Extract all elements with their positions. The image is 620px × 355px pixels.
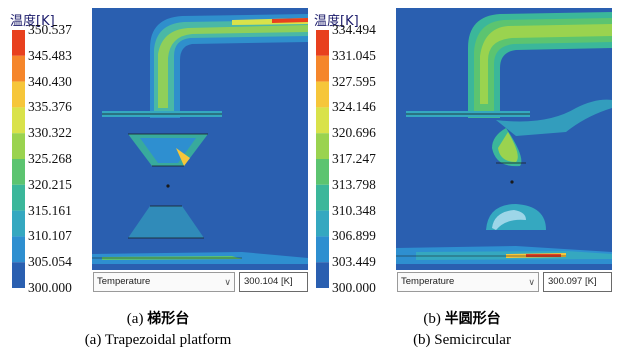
caption-cn: (a) 梯形台 [8,308,308,328]
legend-label: 330.322 [28,125,72,141]
caption-cn: (b) 半圆形台 [312,308,612,328]
legend-label: 327.595 [332,73,376,89]
chevron-down-icon: ∨ [224,277,231,287]
temperature-contour-view[interactable] [92,8,308,270]
variable-select-value: Temperature [401,276,455,287]
legend-label: 335.376 [28,99,72,115]
panel-trapezoidal: 温度[K] 350.537 345.483 340.430 335.376 33… [8,8,308,298]
caption-en: (a) Trapezoidal platform [84,332,232,348]
legend-label: 320.215 [28,176,72,192]
legend-label: 310.107 [28,228,72,244]
legend-colorbar [316,30,329,288]
legend-label: 345.483 [28,47,72,63]
probe-value-field[interactable]: 300.104 [K] [239,272,308,292]
caption-prefix: (b) [423,311,445,327]
legend-label: 315.161 [28,202,72,218]
legend-colorbar [12,30,25,288]
legend-title: 温度[K] [314,14,359,29]
caption-en: (b) Semicircular [413,332,511,348]
variable-select-value: Temperature [97,276,151,287]
contour-plot [396,8,612,270]
temperature-contour-view[interactable] [396,8,612,270]
legend-label: 300.000 [28,280,72,295]
probe-toolbar: Temperature ∨ 300.097 [K] [396,270,612,294]
legend-title: 温度[K] [10,14,55,29]
caption-cn-text: 半圆形台 [444,311,501,327]
panel-semicircular: 温度[K] 334.494 331.045 327.595 324.146 32… [312,8,612,298]
probe-toolbar: Temperature ∨ 300.104 [K] [92,270,308,294]
probe-value-field[interactable]: 300.097 [K] [543,272,612,292]
legend-label: 300.000 [332,280,376,295]
color-legend: 温度[K] 334.494 331.045 327.595 324.146 32… [312,8,396,298]
legend-label: 350.537 [28,22,72,37]
variable-select[interactable]: Temperature ∨ [93,272,235,292]
legend-label: 303.449 [332,254,376,270]
legend-label: 325.268 [28,151,72,166]
legend-label: 331.045 [332,47,376,63]
caption-prefix: (a) [126,311,148,327]
legend-label: 324.146 [332,99,376,115]
legend-label: 306.899 [332,228,376,244]
legend-label: 340.430 [28,73,72,89]
chevron-down-icon: ∨ [528,277,535,287]
legend-label: 320.696 [332,125,376,141]
legend-label: 334.494 [332,22,376,37]
legend-label: 305.054 [28,254,72,270]
legend-label: 317.247 [332,151,376,166]
color-legend: 温度[K] 350.537 345.483 340.430 335.376 33… [8,8,92,298]
variable-select[interactable]: Temperature ∨ [397,272,539,292]
legend-label: 313.798 [332,176,376,192]
contour-plot [92,8,308,270]
legend-label: 310.348 [332,202,376,218]
caption-cn-text: 梯形台 [147,311,190,327]
